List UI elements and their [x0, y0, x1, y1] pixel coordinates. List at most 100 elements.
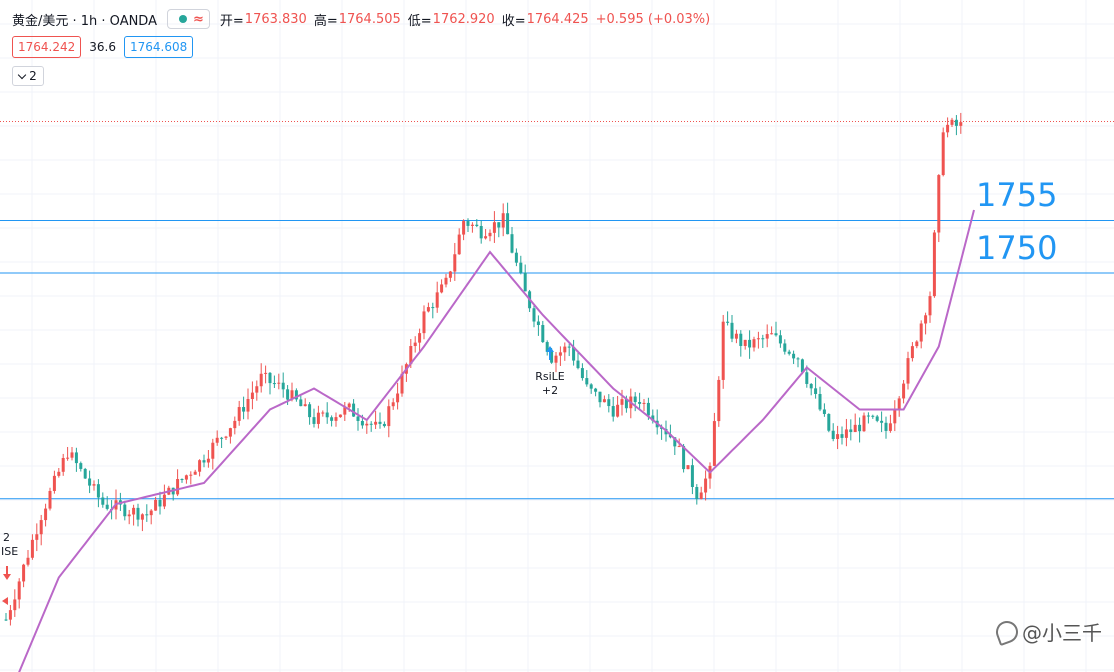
candle-body — [400, 373, 404, 394]
candle — [391, 398, 395, 410]
candle — [374, 410, 378, 430]
moving-average-line — [18, 209, 975, 672]
high-value: 1764.505 — [338, 11, 401, 27]
buy-button[interactable]: 1764.608 — [123, 36, 194, 58]
candle — [233, 416, 237, 435]
candle-body — [255, 386, 259, 393]
candle — [620, 389, 624, 416]
symbol-title[interactable]: 黄金/美元 · 1h · OANDA — [12, 13, 157, 29]
indicator-toggle-button[interactable]: 2 — [12, 66, 44, 86]
candle-body — [321, 412, 325, 414]
candle — [717, 376, 721, 427]
candle-body — [607, 399, 611, 407]
candle — [264, 365, 268, 384]
candle-body — [523, 272, 527, 292]
candle-body — [149, 510, 153, 516]
candle — [906, 351, 910, 390]
candle — [202, 454, 206, 468]
candle — [888, 414, 892, 433]
candle — [189, 471, 193, 485]
candle — [792, 350, 796, 365]
candle-body — [836, 434, 840, 439]
candle — [316, 405, 320, 429]
candle-body — [277, 382, 281, 384]
candle-body — [897, 398, 901, 410]
candle-body — [497, 222, 501, 228]
candle — [22, 563, 26, 588]
candle — [532, 305, 536, 328]
candle-body — [391, 402, 395, 407]
candle — [572, 339, 576, 366]
candle — [224, 435, 228, 440]
candle — [184, 474, 188, 484]
candle — [598, 391, 602, 408]
level-label-1750: 1750 — [976, 229, 1058, 267]
candle — [580, 363, 584, 381]
candle — [941, 127, 945, 177]
candle-body — [818, 393, 822, 410]
open-label: 开= — [219, 13, 244, 29]
candle — [589, 383, 593, 394]
candle-body — [382, 423, 386, 427]
candle — [162, 484, 166, 510]
candle-body — [233, 420, 237, 429]
candle — [66, 446, 70, 461]
candle-body — [646, 402, 650, 416]
candle — [211, 438, 215, 470]
indicator-count: 2 — [29, 69, 37, 83]
candle-body — [796, 358, 800, 360]
candle — [536, 315, 540, 336]
candle — [378, 412, 382, 429]
candle — [413, 336, 417, 353]
candle-body — [246, 399, 250, 412]
candle — [132, 504, 136, 526]
close-value: 1764.425 — [526, 11, 589, 27]
candle — [88, 470, 92, 494]
candle-body — [316, 412, 320, 424]
candle — [778, 330, 782, 348]
status-pill[interactable]: ≈ — [166, 9, 210, 29]
candle-body — [594, 388, 598, 392]
candle — [299, 395, 303, 407]
candle — [140, 513, 144, 532]
candle — [479, 220, 483, 244]
candle — [149, 509, 153, 525]
candle — [13, 589, 17, 617]
candle — [910, 342, 914, 362]
signal-label: 2 — [3, 531, 10, 544]
candle-body — [299, 399, 303, 407]
candle — [607, 394, 611, 413]
candle-body — [237, 407, 241, 421]
sell-button[interactable]: 1764.242 — [12, 36, 82, 58]
candle-body — [154, 499, 158, 511]
candle-body — [774, 333, 778, 336]
candle — [558, 346, 562, 366]
candle — [365, 421, 369, 434]
candle-body — [545, 342, 549, 352]
candle-body — [431, 307, 435, 309]
candle — [180, 478, 184, 483]
signal-sub: ISE — [1, 545, 18, 558]
candle — [105, 496, 109, 511]
candle — [708, 462, 712, 489]
candle-body — [752, 339, 756, 348]
sell-arrow-icon — [3, 566, 11, 580]
candle-body — [831, 430, 835, 439]
candle-body — [726, 321, 730, 323]
candle — [281, 372, 285, 398]
candle-body — [268, 372, 272, 384]
candle — [242, 396, 246, 420]
horizontal-levels — [0, 220, 1114, 500]
candle-body — [202, 460, 206, 463]
candle — [822, 403, 826, 417]
candle-body — [792, 353, 796, 359]
candle-body — [902, 383, 906, 399]
candle-body — [862, 415, 866, 432]
candle — [52, 470, 56, 494]
candle-body — [22, 564, 26, 582]
candle — [343, 401, 347, 422]
candle-body — [510, 234, 514, 253]
candle-body — [748, 339, 752, 348]
buy-arrow-icon — [546, 346, 554, 360]
